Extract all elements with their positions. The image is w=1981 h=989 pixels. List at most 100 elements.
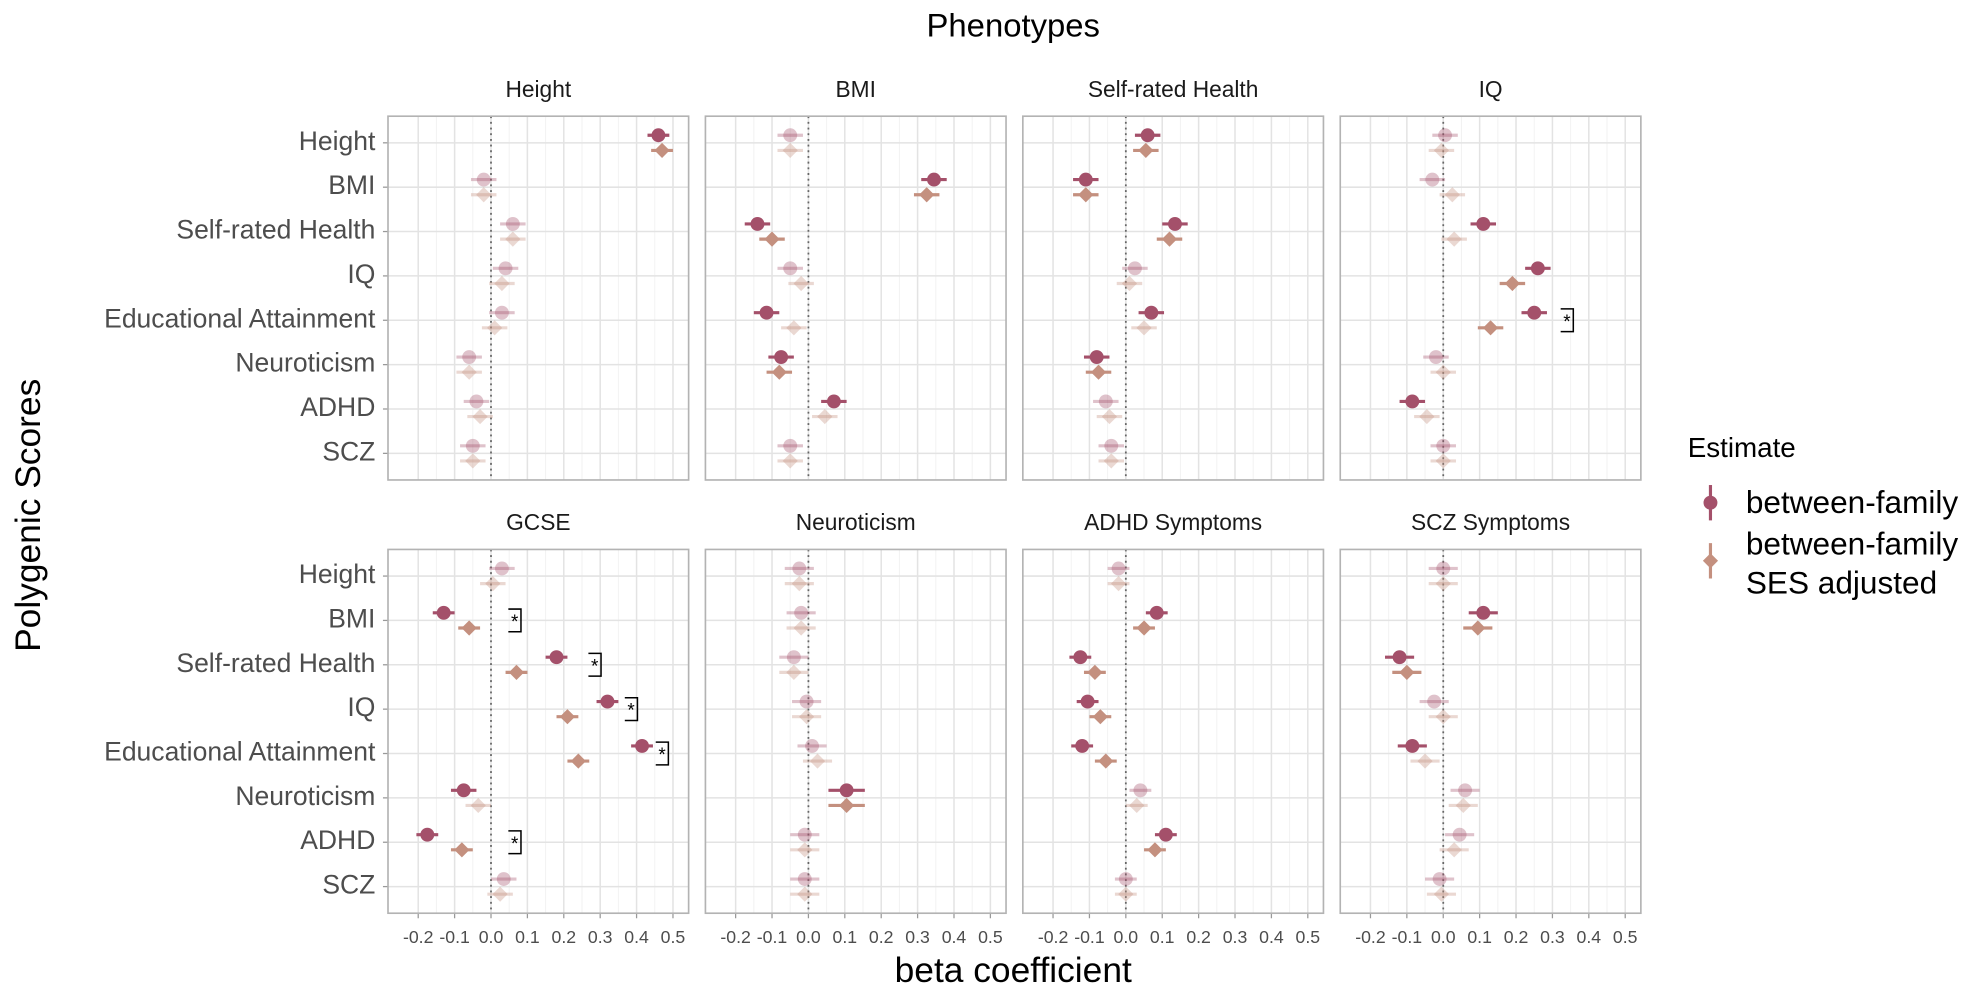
point <box>498 261 513 276</box>
point <box>1110 576 1127 592</box>
point <box>1433 142 1450 158</box>
annotation-box <box>508 830 522 855</box>
figure-title: Phenotypes <box>927 6 1100 43</box>
point <box>1392 650 1407 665</box>
point <box>783 261 798 276</box>
point <box>1405 394 1420 409</box>
x-tick-label: 0.3 <box>1223 927 1248 947</box>
point <box>1455 797 1471 814</box>
point <box>794 605 809 620</box>
point <box>1144 305 1159 320</box>
y-tick-label: Self-rated Health <box>176 215 375 245</box>
point <box>771 364 787 380</box>
point <box>1140 128 1155 143</box>
y-tick-label: SCZ <box>322 436 375 466</box>
x-tick-label: -0.2 <box>1038 927 1068 947</box>
annotation: * <box>511 612 519 633</box>
point <box>1136 320 1152 336</box>
panel <box>388 116 689 480</box>
point <box>1080 694 1095 709</box>
x-tick-label: 0.1 <box>1150 927 1175 947</box>
point <box>1470 620 1486 636</box>
y-tick-label: Neuroticism <box>235 348 375 378</box>
point <box>792 561 807 576</box>
point <box>1118 872 1133 886</box>
point <box>759 305 774 320</box>
point <box>1136 620 1152 636</box>
x-tick-label: 0.0 <box>479 927 504 947</box>
point <box>764 231 780 247</box>
point <box>927 172 941 187</box>
annotation: * <box>627 701 635 722</box>
x-tick-label: 0.5 <box>661 927 686 947</box>
point <box>1429 350 1443 365</box>
x-tick-label: 0.4 <box>624 927 649 947</box>
point <box>797 827 812 842</box>
point <box>494 305 509 320</box>
point <box>1138 142 1154 158</box>
legend-title: Estimate <box>1688 432 1796 463</box>
legend-label: between-family SES adjusted <box>1745 526 1959 602</box>
point <box>1103 453 1119 469</box>
panel-title: Self-rated Health <box>1088 76 1258 102</box>
point <box>839 797 855 814</box>
x-tick-label: -0.1 <box>757 927 787 947</box>
point <box>1090 364 1107 380</box>
x-tick-label: -0.2 <box>403 927 433 947</box>
point <box>485 576 501 592</box>
panel-border <box>387 115 690 481</box>
point <box>1078 187 1094 203</box>
panel-title: Height <box>505 76 571 102</box>
point <box>469 394 484 409</box>
point <box>805 738 820 753</box>
y-tick-label: Height <box>299 126 376 156</box>
panel-border <box>387 548 690 915</box>
panel <box>1022 549 1324 914</box>
point <box>1111 561 1126 576</box>
point <box>1161 231 1178 247</box>
point <box>782 453 798 469</box>
x-tick-label: 0.4 <box>942 927 967 947</box>
point <box>1078 172 1093 187</box>
x-tick-label: -0.2 <box>720 927 750 947</box>
point <box>1149 605 1164 620</box>
point <box>797 842 813 858</box>
point <box>465 438 480 453</box>
panel-title: SCZ Symptoms <box>1411 509 1570 535</box>
point <box>1446 231 1462 247</box>
point <box>635 738 649 753</box>
x-tick-label: 0.0 <box>796 927 821 947</box>
point <box>1089 350 1104 365</box>
point <box>797 872 812 886</box>
panel-title: GCSE <box>506 509 570 535</box>
annotation: * <box>511 834 519 855</box>
point <box>505 217 520 231</box>
point <box>1147 842 1163 858</box>
point <box>1104 438 1119 453</box>
point <box>436 605 451 620</box>
point <box>456 783 471 798</box>
point <box>494 275 510 292</box>
panel-border <box>1022 548 1325 915</box>
point <box>1435 364 1451 380</box>
y-tick-label: IQ <box>347 259 375 289</box>
panel <box>1340 116 1641 480</box>
point <box>570 753 586 769</box>
y-tick-label: ADHD <box>300 825 375 855</box>
annotation: * <box>658 745 666 766</box>
panel-border <box>1339 115 1642 481</box>
x-tick-label: 0.4 <box>1259 927 1284 947</box>
point <box>1444 187 1460 203</box>
x-tick-label: -0.1 <box>1392 927 1422 947</box>
y-tick-label: ADHD <box>300 392 375 422</box>
panel <box>705 116 1007 480</box>
point <box>791 576 807 592</box>
point <box>461 364 477 380</box>
x-tick-label: 0.2 <box>1504 927 1529 947</box>
point <box>600 694 615 709</box>
annotation-box <box>655 741 670 766</box>
point <box>462 350 477 365</box>
point <box>454 842 470 858</box>
point <box>1452 827 1467 842</box>
annotation: * <box>591 656 599 677</box>
